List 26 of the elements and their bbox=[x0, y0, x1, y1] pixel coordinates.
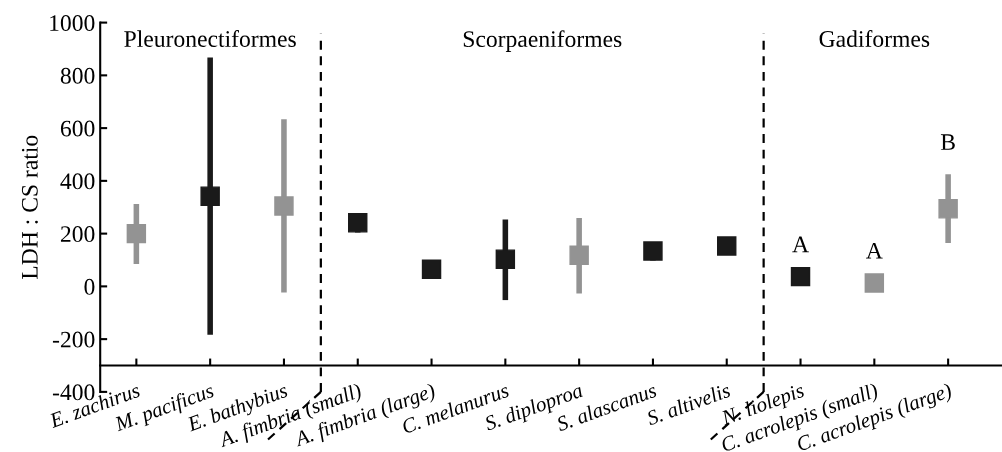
point bbox=[200, 186, 220, 206]
y-tick-label: 0 bbox=[84, 278, 95, 295]
annotation: Scorpaeniformes bbox=[463, 30, 622, 52]
point bbox=[495, 249, 516, 269]
y-tick-label: 800 bbox=[60, 67, 95, 84]
point bbox=[348, 213, 368, 233]
point bbox=[717, 236, 737, 256]
y-tick-label: -200 bbox=[52, 331, 95, 348]
y-tick-label: 1000 bbox=[50, 15, 95, 32]
y-tick-label: 200 bbox=[60, 226, 95, 243]
y-tick-label: 400 bbox=[60, 173, 95, 190]
point bbox=[569, 245, 589, 265]
y-tick-label: 600 bbox=[60, 120, 95, 137]
annotation: Gadiformes bbox=[819, 30, 930, 47]
point bbox=[790, 266, 811, 287]
point bbox=[421, 259, 442, 279]
point bbox=[126, 223, 147, 244]
point bbox=[938, 199, 958, 219]
annotation: B bbox=[940, 134, 955, 150]
annotation: Pleuronectiformes bbox=[124, 30, 296, 47]
annotation: A bbox=[792, 236, 809, 253]
point bbox=[274, 196, 294, 216]
y-axis-title: LDH : CS ratio bbox=[21, 135, 38, 280]
annotation: A bbox=[866, 242, 883, 259]
point bbox=[643, 241, 663, 261]
point bbox=[864, 273, 885, 293]
